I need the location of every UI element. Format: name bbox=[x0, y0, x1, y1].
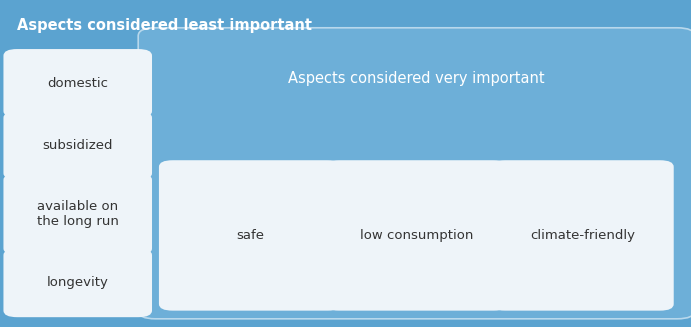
Text: low consumption: low consumption bbox=[359, 229, 473, 242]
Text: Aspects considered very important: Aspects considered very important bbox=[288, 71, 545, 86]
FancyBboxPatch shape bbox=[3, 111, 152, 180]
FancyBboxPatch shape bbox=[138, 28, 691, 319]
Text: safe: safe bbox=[236, 229, 264, 242]
Text: domestic: domestic bbox=[47, 77, 108, 90]
FancyBboxPatch shape bbox=[159, 160, 341, 311]
FancyBboxPatch shape bbox=[325, 160, 508, 311]
FancyBboxPatch shape bbox=[491, 160, 674, 311]
Text: longevity: longevity bbox=[47, 276, 108, 289]
Text: available on
the long run: available on the long run bbox=[37, 200, 119, 228]
FancyBboxPatch shape bbox=[3, 173, 152, 255]
Text: climate-friendly: climate-friendly bbox=[530, 229, 635, 242]
Text: Aspects considered least important: Aspects considered least important bbox=[17, 18, 312, 33]
FancyBboxPatch shape bbox=[3, 49, 152, 118]
FancyBboxPatch shape bbox=[3, 249, 152, 317]
Text: subsidized: subsidized bbox=[42, 139, 113, 152]
